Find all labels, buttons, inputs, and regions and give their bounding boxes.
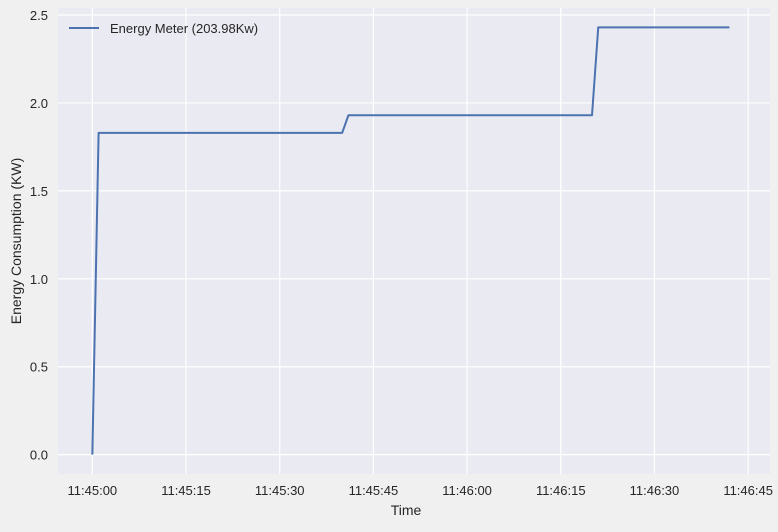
y-tick-label: 2.0 [30,96,48,111]
x-tick-label: 11:45:00 [68,483,118,498]
y-tick-label: 1.5 [30,184,48,199]
y-tick-label: 0.0 [30,448,48,463]
x-tick-label: 11:45:30 [255,483,305,498]
x-tick-label: 11:46:30 [630,483,680,498]
y-tick-label: 1.0 [30,272,48,287]
x-tick-label: 11:45:15 [161,483,211,498]
y-tick-label: 0.5 [30,360,48,375]
y-axis-label: Energy Consumption (KW) [8,158,24,325]
x-tick-label: 11:46:15 [536,483,586,498]
x-tick-label: 11:46:00 [442,483,492,498]
plot-area [58,8,770,474]
x-axis-label: Time [391,502,422,518]
x-tick-label: 11:45:45 [349,483,399,498]
y-tick-label: 2.5 [30,8,48,23]
x-tick-label: 11:46:45 [723,483,773,498]
legend-label: Energy Meter (203.98Kw) [110,21,258,36]
